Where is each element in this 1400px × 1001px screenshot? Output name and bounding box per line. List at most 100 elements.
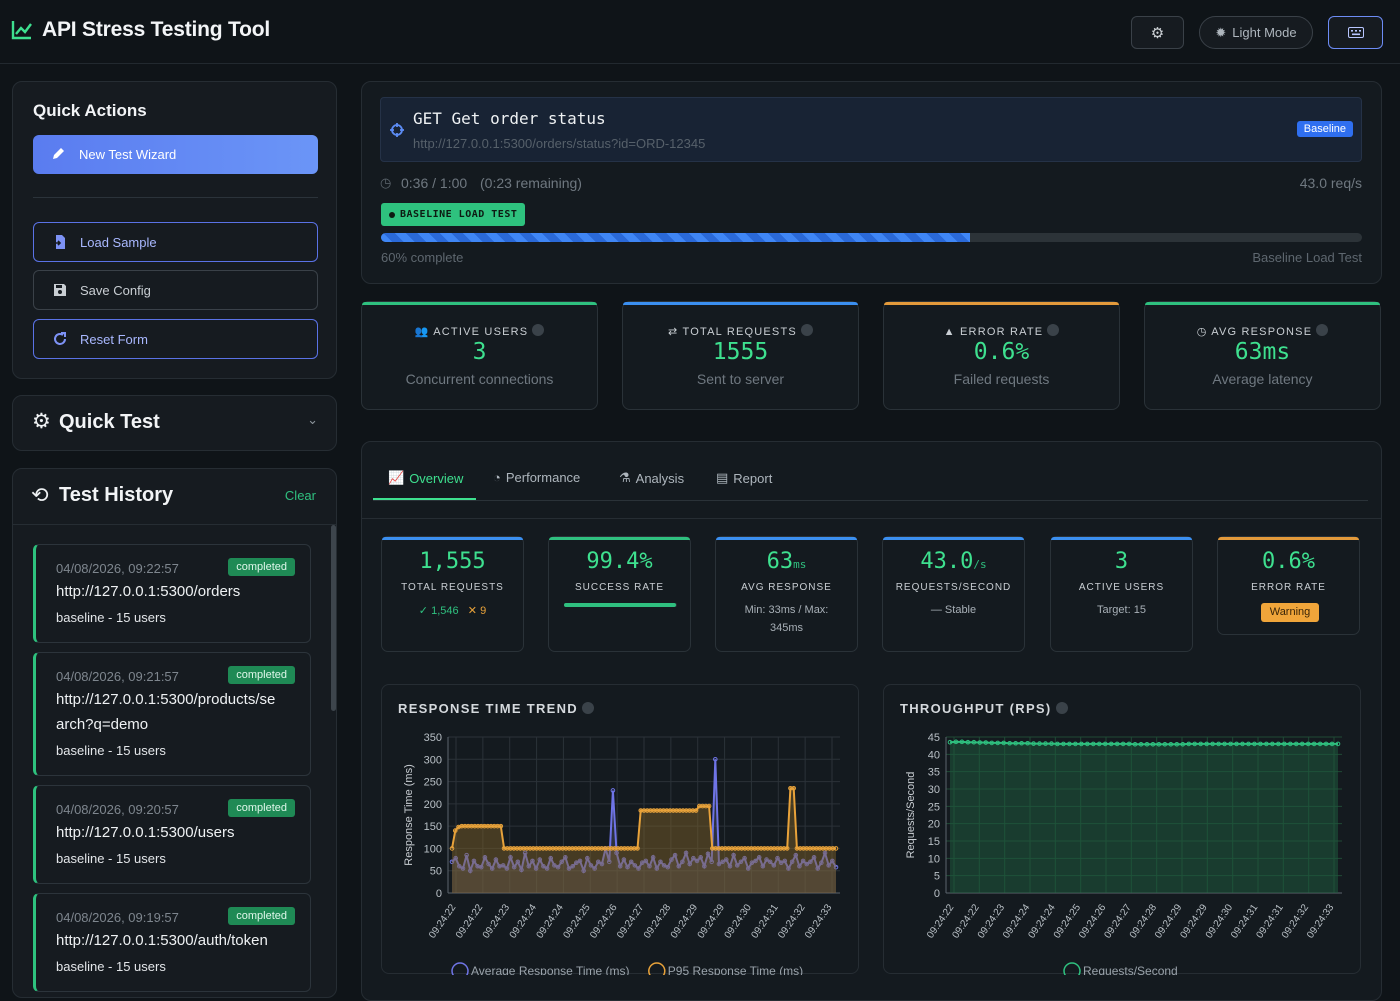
status-badge: completed	[228, 558, 295, 576]
progress-label: 60% complete	[381, 250, 464, 265]
history-item[interactable]: 04/08/2026, 09:20:57 completed http://12…	[33, 785, 311, 884]
data-point	[983, 740, 989, 745]
light-mode-button[interactable]: ✹ Light Mode	[1199, 16, 1313, 49]
y-tick-label: 200	[424, 799, 442, 811]
data-point	[1108, 741, 1114, 747]
reset-form-button[interactable]: Reset Form	[33, 319, 318, 359]
elapsed-time: 0:36 / 1:00	[401, 175, 468, 191]
y-tick-label: 35	[928, 767, 940, 779]
data-point	[791, 785, 796, 791]
keyboard-button[interactable]	[1328, 16, 1383, 49]
history-item[interactable]: 04/08/2026, 09:19:57 completed http://12…	[33, 893, 311, 992]
data-point	[709, 859, 714, 865]
history-date: 04/08/2026, 09:21:57	[56, 669, 179, 684]
kpi-sub: Average latency	[1212, 371, 1313, 387]
data-point	[570, 863, 575, 869]
x-tick-label: 09:24:33	[803, 902, 835, 941]
info-icon[interactable]	[532, 324, 545, 336]
data-point	[965, 739, 971, 745]
info-icon[interactable]	[582, 702, 594, 714]
new-test-wizard-label: New Test Wizard	[79, 147, 177, 162]
data-point	[467, 868, 473, 874]
status-badge: completed	[228, 907, 295, 925]
data-point	[665, 864, 671, 870]
quick-actions-title: Quick Actions	[33, 101, 147, 120]
app-title: API Stress Testing Tool	[42, 18, 270, 41]
data-point	[1323, 741, 1329, 747]
data-point	[680, 859, 685, 865]
new-test-wizard-button[interactable]: New Test Wizard	[33, 135, 318, 174]
kpi-sub: Failed requests	[953, 371, 1050, 387]
sun-icon: ✹	[1215, 24, 1227, 40]
history-item[interactable]: 04/08/2026, 09:21:57 completed http://12…	[33, 652, 311, 776]
data-point	[1240, 741, 1245, 747]
kpi-accent	[623, 302, 858, 305]
info-icon[interactable]	[1047, 324, 1060, 336]
data-point	[1025, 740, 1030, 746]
history-clear-link[interactable]: Clear	[284, 488, 316, 503]
legend-marker	[451, 962, 469, 975]
data-point	[1252, 741, 1257, 747]
data-point	[658, 859, 663, 865]
data-point	[959, 739, 965, 745]
data-point	[1126, 741, 1132, 747]
legend-marker	[648, 962, 666, 975]
tab-report[interactable]: ▤ Report	[716, 470, 772, 486]
history-scrollbar[interactable]	[331, 525, 336, 711]
data-point	[738, 859, 744, 865]
kpi-label: 👥 ACTIVE USERS	[362, 324, 597, 338]
data-point	[822, 850, 828, 856]
data-point	[676, 863, 682, 869]
history-meta: baseline - 15 users	[56, 743, 166, 758]
test-history-card: ⟲ Test History Clear 04/08/2026, 09:22:5…	[12, 468, 337, 998]
metric-value: 0.6%	[1262, 549, 1315, 574]
info-icon[interactable]	[800, 324, 813, 336]
data-point	[713, 756, 718, 762]
data-point	[636, 866, 641, 871]
info-icon[interactable]	[1055, 702, 1068, 714]
divider	[33, 197, 318, 198]
tab-performance[interactable]: ◔ Performance	[493, 470, 580, 485]
gear-icon: ⚙	[1150, 24, 1165, 42]
data-point	[693, 808, 699, 813]
data-point	[687, 861, 693, 867]
data-point	[581, 868, 586, 874]
data-point	[830, 858, 835, 864]
data-point	[639, 860, 645, 865]
data-point	[1299, 741, 1305, 747]
tab-overview[interactable]: 📈 Overview	[388, 470, 463, 486]
history-title: Test History	[59, 484, 174, 506]
save-config-button[interactable]: Save Config	[33, 270, 318, 310]
series-area	[452, 759, 836, 893]
data-point	[1287, 741, 1293, 747]
data-point	[460, 866, 466, 871]
series-area	[452, 788, 836, 893]
series-area	[950, 741, 1338, 893]
data-point	[815, 866, 821, 871]
y-tick-label: 15	[928, 836, 940, 848]
info-icon[interactable]	[1316, 324, 1329, 336]
metric-value: 3	[1114, 549, 1129, 574]
kpi-sub: Sent to server	[696, 371, 785, 387]
legend-label: Average Response Time (ms)	[471, 964, 630, 975]
data-point	[1270, 741, 1275, 747]
data-point	[833, 864, 839, 870]
history-item[interactable]: 04/08/2026, 09:22:57 completed http://12…	[33, 544, 311, 643]
data-point	[1037, 741, 1042, 746]
data-point	[811, 855, 817, 860]
data-point	[1293, 741, 1299, 747]
quick-test-card[interactable]: ⚙ Quick Test ⌄	[12, 395, 337, 451]
settings-button[interactable]: ⚙	[1131, 16, 1184, 49]
crosshair-icon	[390, 123, 404, 137]
data-point	[1090, 741, 1096, 747]
data-point	[995, 740, 1001, 746]
tab-analysis[interactable]: ⚗ Analysis	[619, 470, 684, 486]
data-point	[1102, 741, 1108, 747]
gear-icon: ⚙	[32, 410, 51, 433]
save-icon	[54, 284, 66, 296]
y-tick-label: 250	[424, 777, 442, 789]
history-icon: ⟲	[31, 484, 49, 507]
history-date: 04/08/2026, 09:19:57	[56, 910, 179, 925]
load-sample-button[interactable]: Load Sample	[33, 222, 318, 262]
data-point	[826, 863, 831, 868]
